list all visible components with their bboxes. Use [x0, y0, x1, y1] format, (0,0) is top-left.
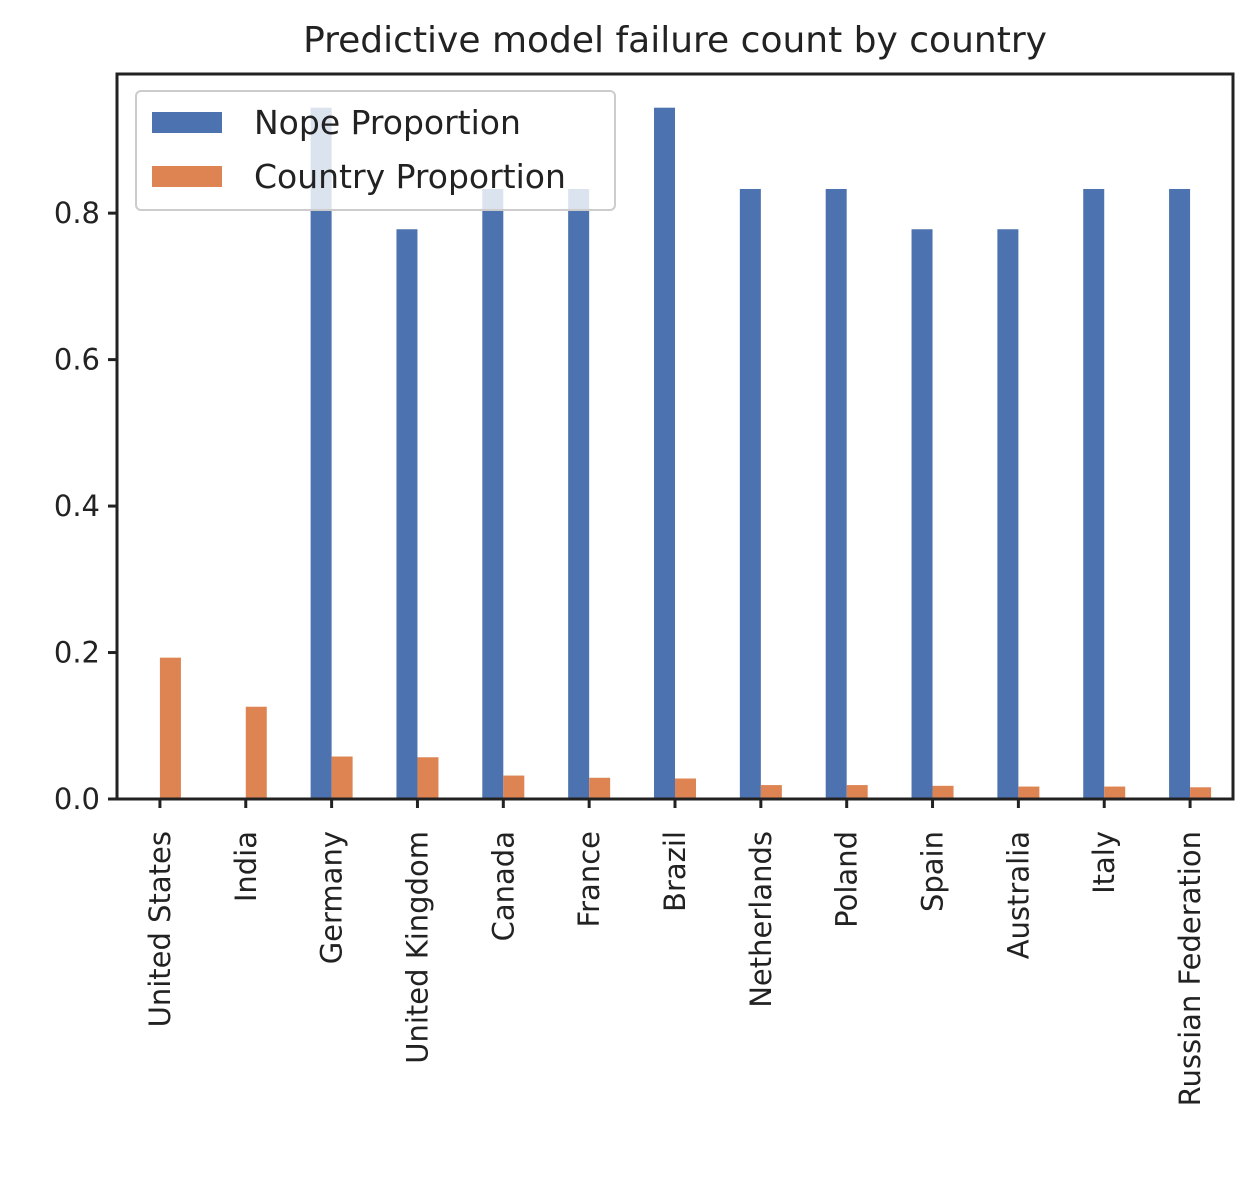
- bar-nope-9: [911, 229, 933, 800]
- bar-nope-10: [997, 229, 1019, 800]
- bars-layer: [159, 107, 1212, 800]
- x-tick-label: United States: [143, 831, 177, 1027]
- x-tick-label: Netherlands: [744, 831, 778, 1008]
- x-tick-label: France: [572, 831, 606, 927]
- bar-nope-3: [396, 229, 418, 800]
- chart-title: Predictive model failure count by countr…: [303, 20, 1047, 61]
- y-tick-label: 0.0: [54, 782, 100, 816]
- bar-nope-7: [739, 188, 761, 800]
- x-tick-label: United Kingdom: [400, 831, 434, 1064]
- x-tick-label: Poland: [830, 831, 864, 928]
- bar-country-6: [675, 778, 696, 799]
- bar-country-12: [1190, 787, 1212, 799]
- bar-nope-4: [482, 188, 504, 800]
- legend-label-nope: Nope Proportion: [254, 103, 521, 142]
- bar-country-0: [159, 657, 181, 799]
- y-tick-label: 0.8: [54, 196, 100, 230]
- bar-nope-6: [654, 107, 675, 799]
- bar-country-10: [1018, 786, 1040, 799]
- bar-country-2: [331, 756, 353, 799]
- bar-nope-5: [568, 188, 590, 800]
- x-tick-label: Brazil: [658, 831, 692, 912]
- y-axis: 0.0 0.2 0.4 0.6 0.8: [54, 196, 117, 816]
- bar-country-5: [589, 777, 611, 799]
- bar-country-11: [1104, 786, 1126, 799]
- bar-nope-2: [310, 107, 332, 799]
- bar-nope-11: [1083, 188, 1105, 800]
- bar-nope-12: [1169, 188, 1191, 800]
- x-tick-label: India: [229, 831, 263, 902]
- bar-country-4: [503, 775, 525, 799]
- y-tick-label: 0.6: [54, 343, 100, 377]
- bar-country-1: [245, 706, 267, 799]
- x-axis: United States India Germany United Kingdom C…: [143, 799, 1207, 1106]
- legend-box: [135, 90, 616, 211]
- y-tick-label: 0.2: [54, 636, 100, 670]
- legend: Nope Proportion Country Proportion: [135, 90, 616, 211]
- bar-nope-8: [825, 188, 847, 800]
- legend-label-country: Country Proportion: [254, 157, 566, 196]
- legend-swatch-nope: [152, 112, 222, 133]
- plot-frame: [115, 72, 1235, 801]
- x-tick-label: Russian Federation: [1173, 831, 1207, 1106]
- bar-country-8: [846, 785, 868, 799]
- legend-swatch-country: [152, 166, 222, 187]
- x-tick-label: Germany: [315, 831, 349, 964]
- bar-country-3: [417, 757, 439, 799]
- x-tick-label: Italy: [1087, 831, 1121, 894]
- x-tick-label: Australia: [1001, 831, 1035, 959]
- y-tick-label: 0.4: [54, 489, 100, 523]
- x-tick-label: Spain: [916, 831, 950, 912]
- bar-country-9: [932, 785, 954, 799]
- x-tick-label: Canada: [486, 831, 520, 941]
- bar-country-7: [760, 785, 782, 799]
